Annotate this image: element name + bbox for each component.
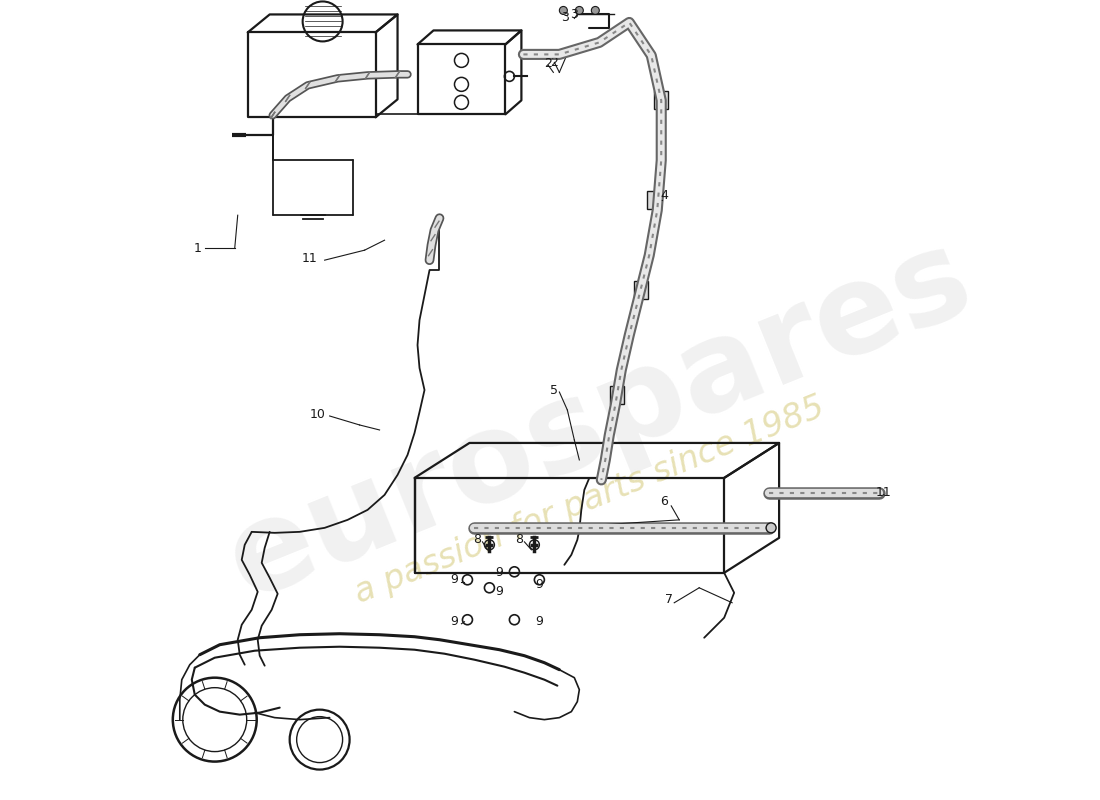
Text: 9: 9 xyxy=(495,586,504,598)
Text: 2: 2 xyxy=(550,56,559,69)
Circle shape xyxy=(575,6,583,14)
Text: 9: 9 xyxy=(536,615,543,628)
Text: 1: 1 xyxy=(194,242,201,254)
Bar xyxy=(654,91,668,110)
Text: 10: 10 xyxy=(310,409,326,422)
Text: 3: 3 xyxy=(561,11,570,24)
Text: 4: 4 xyxy=(660,189,668,202)
Text: 3: 3 xyxy=(571,8,579,21)
Text: a passion for parts since 1985: a passion for parts since 1985 xyxy=(350,390,829,610)
Text: eurospares: eurospares xyxy=(210,216,988,624)
Bar xyxy=(610,386,625,404)
Text: 9: 9 xyxy=(495,566,504,579)
Text: 8: 8 xyxy=(516,534,524,546)
Bar xyxy=(635,281,648,299)
Text: 11: 11 xyxy=(876,486,892,499)
Circle shape xyxy=(592,6,600,14)
Text: 9: 9 xyxy=(451,615,459,628)
Text: 11: 11 xyxy=(301,252,318,265)
Text: 7: 7 xyxy=(666,594,673,606)
Text: 9: 9 xyxy=(536,578,543,591)
Circle shape xyxy=(560,6,568,14)
Circle shape xyxy=(766,523,777,533)
Text: 9: 9 xyxy=(451,574,459,586)
Text: 2: 2 xyxy=(544,57,552,70)
Text: 8: 8 xyxy=(473,534,482,546)
Bar xyxy=(647,191,661,210)
Text: 5: 5 xyxy=(550,383,559,397)
Text: 6: 6 xyxy=(660,495,668,508)
